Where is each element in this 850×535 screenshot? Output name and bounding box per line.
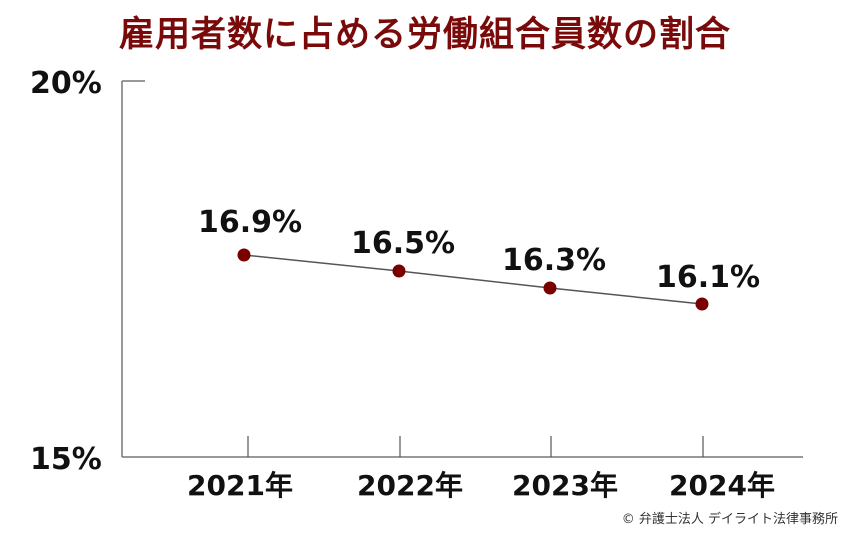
data-point-2024 [695,297,709,311]
data-label-2021: 16.9% [197,205,303,240]
y-axis-bottom-label: 15% [30,442,102,477]
data-point-2023 [543,281,557,295]
data-label-2023: 16.3% [501,243,607,278]
y-axis-top-label: 20% [30,66,102,101]
x-label-2023: 2023年 [512,469,618,502]
data-point-2022 [392,264,406,278]
x-label-2024: 2024年 [669,469,775,502]
data-label-2024: 16.1% [655,260,761,295]
series-line [243,254,703,305]
x-label-2021: 2021年 [187,469,293,502]
chart-title: 雇用者数に占める労働組合員数の割合 [118,15,731,55]
data-point-2021 [237,248,251,262]
data-label-2022: 16.5% [350,226,456,261]
x-label-2022: 2022年 [357,469,463,502]
copyright-notice: © 弁護士法人 デイライト法律事務所 [621,512,838,527]
